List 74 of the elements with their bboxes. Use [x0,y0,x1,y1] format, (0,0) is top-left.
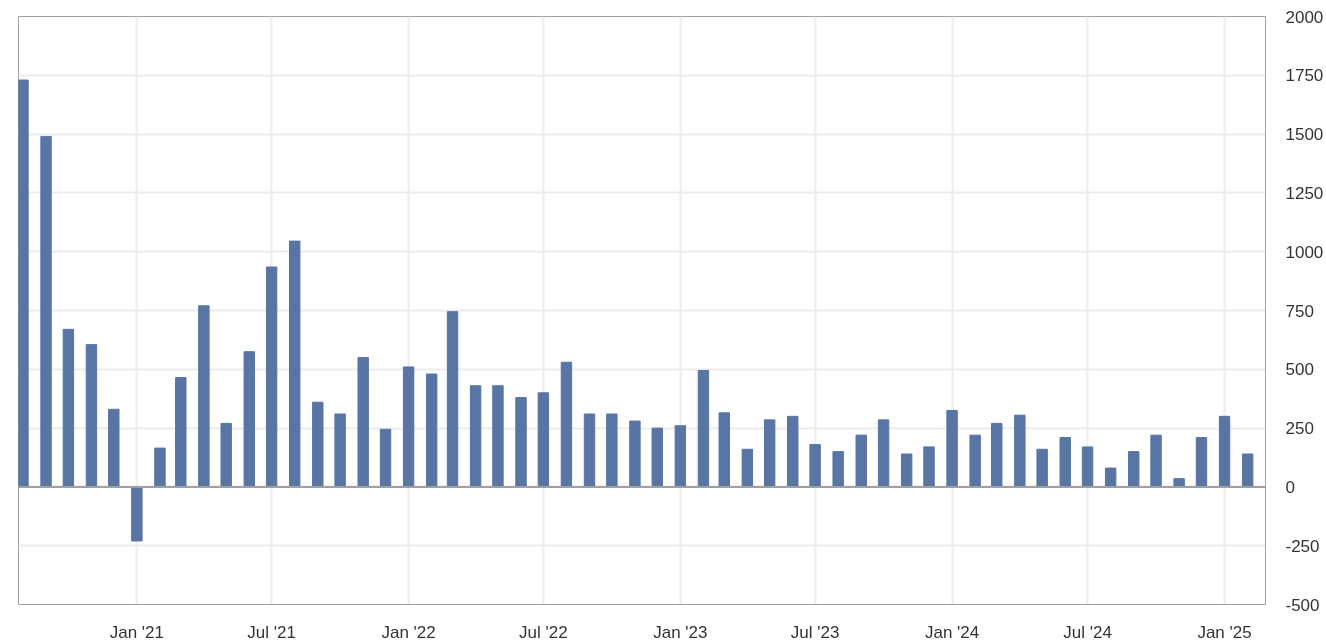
bar [85,344,98,488]
bar [1014,414,1026,488]
y-tick-label: -500 [1285,595,1320,615]
bar [446,311,459,488]
bar [583,413,596,488]
bar [855,434,867,488]
bar [697,369,710,488]
bar [108,408,120,488]
bar [1036,448,1048,488]
bar [763,419,776,488]
bar [809,444,821,488]
y-tick-label: 1250 [1285,183,1324,203]
y-tick-label: 1500 [1285,125,1324,145]
x-tick-label: Jul '21 [247,622,296,642]
y-tick-label: 250 [1285,419,1314,439]
y-tick-label: -250 [1285,536,1320,556]
bar [1241,453,1254,488]
bar [220,422,232,488]
x-tick-label: Jan '22 [381,622,436,642]
bar [154,447,166,488]
bar [718,412,730,488]
bar [832,451,844,488]
bar [62,328,75,488]
bar [877,419,890,488]
bar [900,453,913,488]
bar [198,305,210,488]
bar [1128,451,1140,488]
bar [402,366,415,488]
bar [334,413,346,488]
y-tick-label: 1750 [1285,66,1324,86]
bar [1150,434,1162,488]
bar [265,266,278,488]
bar [1104,467,1117,488]
bar [537,392,550,488]
bar [923,446,935,488]
bar [651,427,663,488]
bar [288,240,301,488]
bar [560,361,573,488]
bar [131,486,143,542]
bar [606,413,618,488]
bar [1081,446,1094,488]
x-tick-label: Jul '24 [1063,622,1112,642]
y-tick-label: 2000 [1285,7,1324,27]
bar [1059,437,1071,488]
bar [379,428,392,488]
y-tick-label: 500 [1285,360,1314,380]
bar [991,422,1003,488]
bar [243,351,255,488]
x-tick-label: Jul '23 [790,622,840,642]
x-tick-label: Jan '24 [924,622,980,642]
bar [492,385,504,488]
bar [469,385,482,488]
bar [741,448,754,488]
x-tick-label: Jan '23 [653,622,708,642]
bar [1218,415,1231,488]
bar [969,434,981,488]
bar [787,415,799,488]
bar [175,377,187,488]
x-tick-label: Jan '21 [109,622,165,642]
bar [40,135,52,488]
bar [357,357,369,488]
bar [312,401,324,488]
bar [18,79,29,488]
y-tick-label: 1000 [1285,242,1324,262]
bar [629,420,641,488]
y-tick-label: 0 [1285,477,1295,497]
bar [1195,437,1208,488]
x-tick-label: Jan '25 [1197,622,1252,642]
bar [425,373,438,488]
bar [674,425,687,488]
bar [946,409,958,488]
bar [515,397,527,488]
x-tick-label: Jul '22 [519,622,568,642]
y-tick-label: 750 [1285,301,1314,321]
